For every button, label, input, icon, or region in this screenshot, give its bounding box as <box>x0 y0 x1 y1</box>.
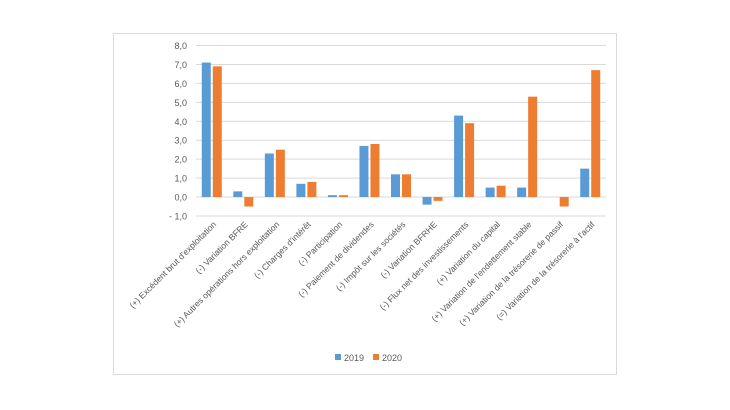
y-tick-label: 6,0 <box>174 79 187 89</box>
y-tick-label: 8,0 <box>174 41 187 51</box>
x-tick-label: (-) Variation BFRHE <box>378 219 439 280</box>
y-tick-label: 1,0 <box>174 174 187 184</box>
bar-2019 <box>391 174 400 198</box>
bar-2020 <box>212 66 222 198</box>
y-tick-label: - 1,0 <box>169 212 187 222</box>
bar-2020 <box>559 197 569 207</box>
bar-2019 <box>580 168 590 198</box>
bar-2020 <box>402 174 411 198</box>
bar-2020 <box>465 123 475 198</box>
chart-area <box>113 33 617 375</box>
bar-2020 <box>433 197 443 201</box>
bar-2020 <box>338 195 348 198</box>
bar-2020 <box>528 96 538 198</box>
y-tick-label: 7,0 <box>174 60 187 70</box>
bar-2019 <box>201 62 211 198</box>
bar-2019 <box>233 191 243 198</box>
y-tick-label: 4,0 <box>174 117 187 127</box>
bar-2020 <box>275 149 285 198</box>
x-tick-label: (-) Charges d'intérêt <box>252 219 313 280</box>
bar-2020 <box>244 197 254 207</box>
bar-2020 <box>591 70 601 198</box>
bar-2020 <box>370 144 380 198</box>
bar-2020 <box>496 185 506 198</box>
bar-2020 <box>307 181 317 198</box>
y-tick-label: 5,0 <box>174 98 187 108</box>
y-tick-label: 3,0 <box>174 136 187 146</box>
legend-label-2019: 2019 <box>344 353 364 363</box>
legend-label-2020: 2020 <box>382 353 402 363</box>
y-tick-label: 2,0 <box>174 155 187 165</box>
bar-2019 <box>296 183 306 198</box>
legend-swatch-2020 <box>373 354 379 360</box>
bar-2019 <box>517 187 527 198</box>
bar-2019 <box>359 145 369 198</box>
bar-2019 <box>485 187 495 198</box>
y-tick-label: 0,0 <box>174 193 187 203</box>
bar-2019 <box>454 115 464 198</box>
bar-2019 <box>327 195 337 198</box>
legend-swatch-2019 <box>335 354 341 360</box>
bar-2019 <box>264 153 274 198</box>
bar-2019 <box>422 197 432 205</box>
